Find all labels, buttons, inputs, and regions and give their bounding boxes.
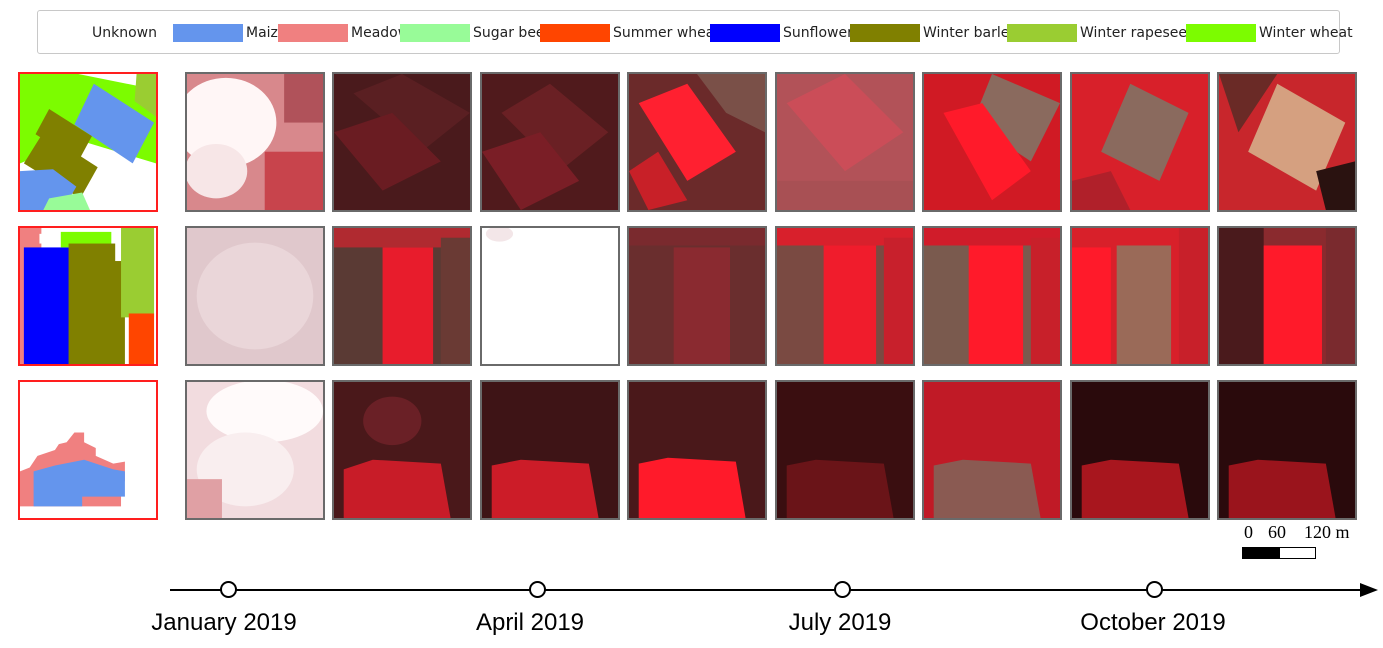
legend-label-sugar-beet: Sugar beet bbox=[473, 25, 551, 41]
image-tile-row-3-jan bbox=[185, 380, 325, 520]
image-tile-row-3-mar bbox=[480, 380, 620, 520]
timeline-arrow-icon bbox=[1360, 583, 1378, 597]
image-tile-row-1-feb bbox=[332, 72, 472, 212]
image-tile-row-3-apr bbox=[627, 380, 767, 520]
legend-item-unknown: Unknown bbox=[92, 11, 157, 55]
legend-item-winter-barley: Winter barley bbox=[850, 11, 1018, 55]
image-tile-row-3-feb bbox=[332, 380, 472, 520]
legend-label-winter-wheat: Winter wheat bbox=[1259, 25, 1353, 41]
legend-label-summer-wheat: Summer wheat bbox=[613, 25, 720, 41]
legend-item-meadow: Meadow bbox=[278, 11, 409, 55]
legend-label-maize: Maize bbox=[246, 25, 287, 41]
legend-item-sugar-beet: Sugar beet bbox=[400, 11, 550, 55]
image-tile-row-1-oct bbox=[1217, 72, 1357, 212]
image-tile-row-1-mar bbox=[480, 72, 620, 212]
timeline-marker-july bbox=[834, 581, 851, 598]
scale-label-0: 0 bbox=[1244, 522, 1253, 542]
legend-swatch-sunflowers bbox=[710, 24, 780, 42]
legend-item-summer-wheat: Summer wheat bbox=[540, 11, 720, 55]
image-tile-row-1-jan bbox=[185, 72, 325, 212]
scale-label-60: 60 bbox=[1268, 522, 1286, 542]
legend-label-sunflowers: Sunflowers bbox=[783, 25, 861, 41]
legend-swatch-sugar-beet bbox=[400, 24, 470, 42]
image-tile-row-2-may bbox=[775, 226, 915, 366]
image-tile-row-2-jun bbox=[922, 226, 1062, 366]
legend-swatch-winter-rapeseed bbox=[1007, 24, 1077, 42]
timeline-label-april: April 2019 bbox=[475, 609, 585, 636]
label-mask-row-3 bbox=[18, 380, 158, 520]
image-tile-row-2-apr bbox=[627, 226, 767, 366]
legend-swatch-summer-wheat bbox=[540, 24, 610, 42]
timeline-marker-october bbox=[1146, 581, 1163, 598]
timeline-label-january: January 2019 bbox=[151, 609, 297, 636]
timeline-axis bbox=[170, 589, 1368, 591]
image-tile-row-1-apr bbox=[627, 72, 767, 212]
legend-label-meadow: Meadow bbox=[351, 25, 410, 41]
image-tile-row-2-oct bbox=[1217, 226, 1357, 366]
legend: Unknown Maize Meadow Sugar beet Summer w… bbox=[37, 10, 1353, 55]
image-tile-row-1-may bbox=[775, 72, 915, 212]
legend-swatch-maize bbox=[173, 24, 243, 42]
legend-swatch-winter-barley bbox=[850, 24, 920, 42]
image-tile-row-2-aug bbox=[1070, 226, 1210, 366]
scale-bar bbox=[1242, 547, 1316, 559]
legend-item-winter-rapeseed: Winter rapeseed bbox=[1007, 11, 1196, 55]
scale-label-120-m: 120 m bbox=[1304, 522, 1350, 542]
legend-swatch-meadow bbox=[278, 24, 348, 42]
timeline-label-october: October 2019 bbox=[1080, 609, 1226, 636]
image-tile-row-2-mar bbox=[480, 226, 620, 366]
image-tile-row-3-may bbox=[775, 380, 915, 520]
scale-bar-labels: 0 60 120 m bbox=[1238, 522, 1363, 546]
legend-swatch-winter-wheat bbox=[1186, 24, 1256, 42]
image-tile-row-3-aug bbox=[1070, 380, 1210, 520]
label-mask-row-2 bbox=[18, 226, 158, 366]
image-tile-row-3-jun bbox=[922, 380, 1062, 520]
label-mask-row-1 bbox=[18, 72, 158, 212]
timeline-marker-january bbox=[220, 581, 237, 598]
image-tile-row-3-oct bbox=[1217, 380, 1357, 520]
legend-label-winter-rapeseed: Winter rapeseed bbox=[1080, 25, 1196, 41]
image-tile-row-2-jan bbox=[185, 226, 325, 366]
legend-label-winter-barley: Winter barley bbox=[923, 25, 1018, 41]
timeline-label-july: July 2019 bbox=[788, 609, 892, 636]
legend-item-winter-wheat: Winter wheat bbox=[1186, 11, 1353, 55]
image-tile-row-1-jun bbox=[922, 72, 1062, 212]
scale-bar-black-segment bbox=[1243, 548, 1280, 558]
timeline-marker-april bbox=[529, 581, 546, 598]
legend-item-maize: Maize bbox=[173, 11, 287, 55]
legend-item-sunflowers: Sunflowers bbox=[710, 11, 860, 55]
image-tile-row-1-aug bbox=[1070, 72, 1210, 212]
image-tile-row-2-feb bbox=[332, 226, 472, 366]
legend-label-unknown: Unknown bbox=[92, 25, 157, 41]
